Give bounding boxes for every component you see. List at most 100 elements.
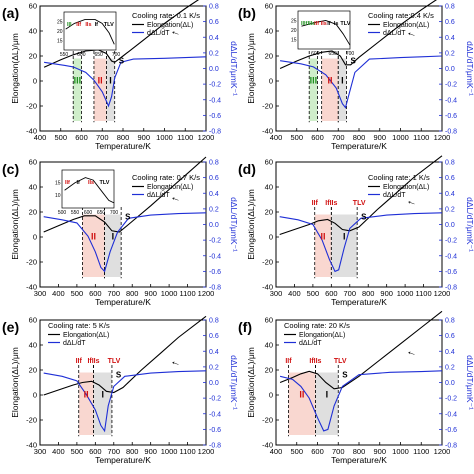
x-tick-label: 900 — [144, 447, 157, 456]
start-label: S — [116, 371, 122, 380]
y-right-tick-label: -0.4 — [209, 97, 221, 104]
elongation-line — [279, 310, 443, 390]
inset-line — [65, 19, 115, 45]
y-right-tick-label: 0.8 — [209, 160, 219, 167]
y-left-axis-title: Elongation(ΔL)/μm — [246, 33, 256, 104]
y-right-tick-label: -0.6 — [445, 113, 457, 120]
y-right-tick-label: -0.2 — [445, 396, 457, 403]
zone-label: I — [109, 76, 112, 86]
zone-gray — [93, 372, 112, 435]
y-left-tick-label: -40 — [262, 441, 273, 450]
x-tick-label: 700 — [96, 133, 109, 142]
y-left-tick-label: -40 — [26, 283, 37, 292]
transition-label: IIf — [285, 358, 292, 365]
zone-green — [309, 58, 318, 121]
x-tick-label: 300 — [270, 289, 283, 298]
y-left-tick-label: -20 — [26, 102, 37, 111]
transition-label: IfIIs — [309, 358, 321, 365]
y-right-tick-label: 0.0 — [445, 222, 455, 229]
y-left-axis-title: Elongation(ΔL)/μm — [10, 347, 20, 418]
y-right-tick-label: -0.6 — [445, 269, 457, 276]
start-label: S — [119, 57, 125, 66]
x-axis-title: Temperature/K — [331, 141, 387, 151]
x-tick-label: 1000 — [161, 447, 178, 456]
inset-x-tick-label: 600 — [311, 51, 320, 57]
transition-label: TLV — [108, 358, 121, 365]
y-right-axis-title: dΔL/dT/μmK⁻¹ — [465, 197, 474, 252]
inset-label: IIf — [65, 180, 70, 186]
zone-label: I — [112, 232, 115, 242]
x-tick-label: 900 — [373, 447, 386, 456]
zone-label: I — [101, 390, 104, 400]
y-left-tick-label: 60 — [29, 316, 37, 325]
y-right-tick-label: -0.6 — [209, 113, 221, 120]
y-right-tick-label: 0.6 — [209, 175, 219, 182]
zone-label: I — [326, 390, 329, 400]
panel-1: 400 500 600 700 800 900 1000 1100 1200 -40 -20 0 20 4… — [238, 0, 474, 151]
inset-x-tick-label: 650 — [328, 51, 337, 57]
panel-label: (c) — [2, 161, 19, 177]
y-right-tick-label: 0.4 — [445, 191, 455, 198]
y-left-tick-label: 0 — [269, 77, 273, 86]
y-right-tick-label: -0.6 — [209, 427, 221, 434]
y-left-tick-label: 40 — [265, 183, 273, 192]
zone-gray — [106, 58, 115, 121]
y-right-tick-label: -0.8 — [445, 285, 457, 292]
y-right-tick-label: 0.4 — [209, 191, 219, 198]
inset-label: Is — [334, 21, 339, 27]
inset-y-tick-label: 15 — [55, 180, 61, 186]
y-right-tick-label: 0.2 — [209, 364, 219, 371]
x-tick-label: 1100 — [179, 289, 195, 298]
x-axis-title: Temperature/K — [95, 141, 151, 151]
y-left-tick-label: 0 — [33, 77, 37, 86]
x-tick-label: 500 — [54, 133, 67, 142]
y-right-tick-label: 0.8 — [445, 4, 455, 11]
x-axis-title: Temperature/K — [331, 455, 387, 465]
inset-x-tick-label: 600 — [77, 52, 86, 58]
x-tick-label: 1200 — [434, 133, 451, 142]
y-right-axis-title: dΔL/dT/μmK⁻¹ — [229, 355, 239, 410]
y-right-tick-label: 0.2 — [209, 50, 219, 57]
panel-label: (a) — [2, 5, 19, 21]
y-right-axis-title: dΔL/dT/μmK⁻¹ — [229, 197, 239, 252]
x-tick-label: 1000 — [392, 133, 409, 142]
zone-label: II — [98, 76, 103, 86]
derivative-line — [43, 212, 207, 273]
derivative-line — [43, 370, 207, 433]
y-right-tick-label: 0.8 — [209, 4, 219, 11]
x-tick-label: 400 — [52, 289, 65, 298]
start-label: S — [125, 213, 131, 222]
inset-y-tick-label: 20 — [57, 29, 63, 35]
cooling-rate-label: Cooling rate: 0.7 K/s — [132, 173, 200, 182]
cooling-rate-label: Cooling rate: 1 K/s — [368, 173, 430, 182]
inset-label: IIs — [85, 22, 91, 28]
x-tick-label: 1000 — [397, 289, 414, 298]
zone-red — [288, 372, 316, 435]
y-left-axis-title: Elongation(ΔL)/μm — [246, 347, 256, 418]
x-tick-label: 700 — [332, 133, 345, 142]
zone-label: II — [84, 390, 89, 400]
inset-frame — [61, 169, 115, 209]
y-left-tick-label: 60 — [265, 316, 273, 325]
y-right-tick-label: 0.4 — [209, 349, 219, 356]
y-left-tick-label: 40 — [29, 183, 37, 192]
x-tick-label: 400 — [270, 447, 283, 456]
transition-label: IfIIs — [87, 358, 99, 365]
cooling-rate-label: Cooling rate:0.4 K/s — [368, 11, 434, 20]
legend-entry: dΔL/dT — [147, 30, 170, 37]
x-tick-label: 900 — [144, 289, 157, 298]
x-tick-label: 600 — [311, 447, 324, 456]
y-right-axis-title: dΔL/dT/μmK⁻¹ — [229, 41, 239, 96]
x-tick-label: 500 — [71, 289, 84, 298]
inset-label: If — [95, 22, 99, 28]
inset-x-tick-label: 550 — [60, 52, 69, 58]
y-left-axis-title: Elongation(ΔL)/μm — [10, 33, 20, 104]
x-tick-label: 800 — [126, 289, 139, 298]
y-right-tick-label: -0.4 — [209, 411, 221, 418]
panel-3: 300 400 500 600 700 800 900 1000 1100 1200-40-200… — [238, 155, 474, 307]
inset-y-tick-label: 10 — [55, 193, 61, 199]
y-right-tick-label: 0.6 — [209, 333, 219, 340]
x-tick-label: 400 — [270, 133, 283, 142]
y-left-tick-label: -40 — [26, 441, 37, 450]
y-left-tick-label: 0 — [269, 391, 273, 400]
